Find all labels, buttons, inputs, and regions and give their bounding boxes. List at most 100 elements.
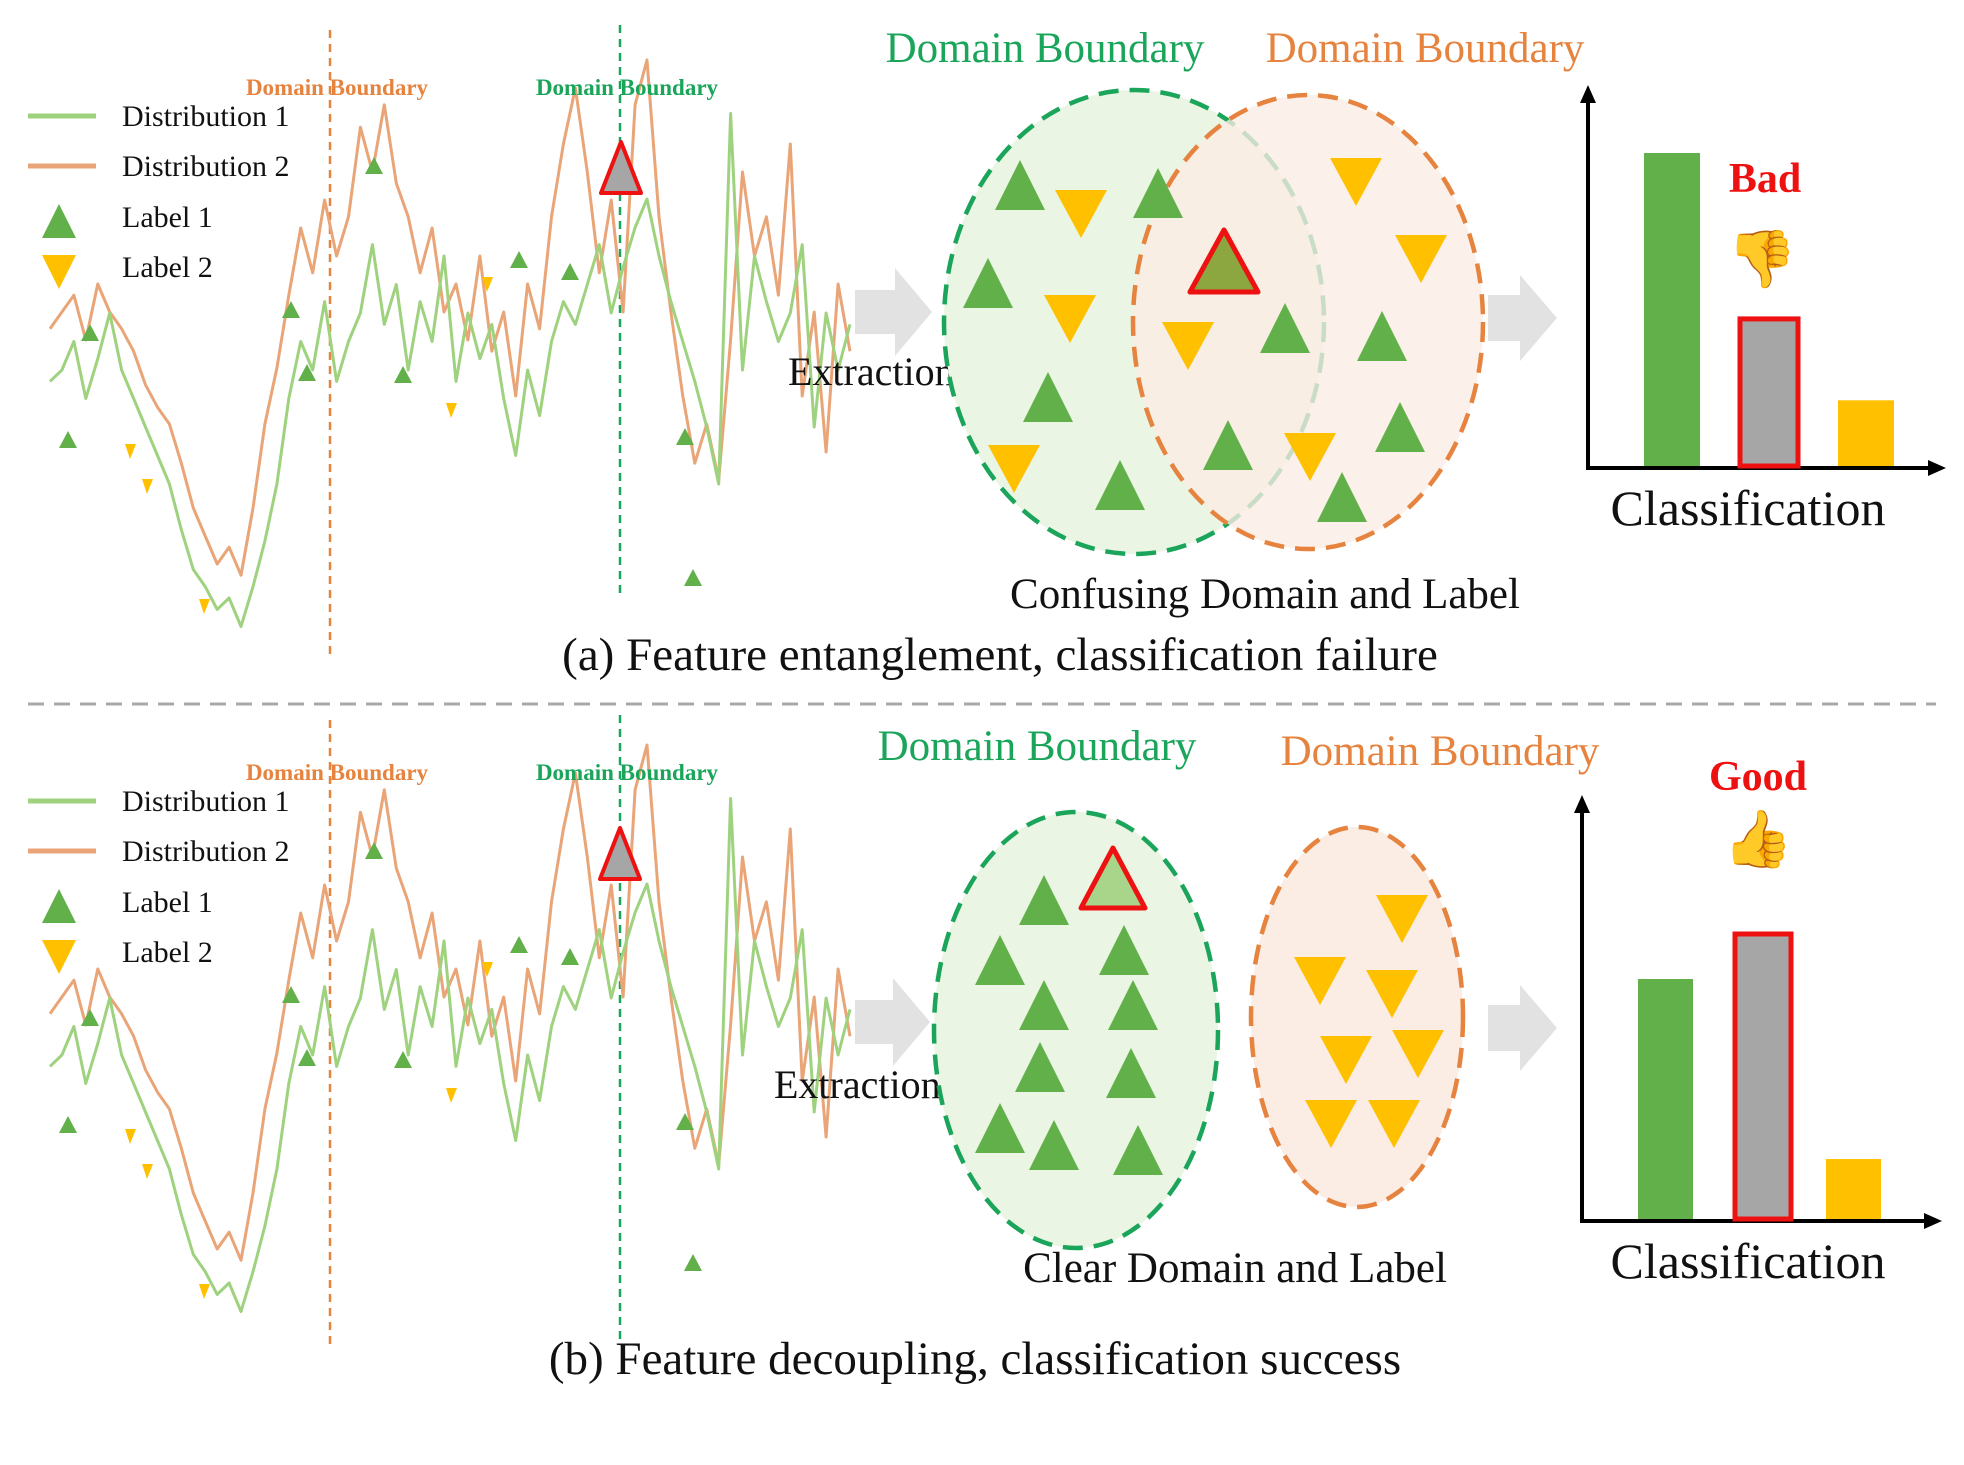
- panel-b-chart-y-axis-arrowhead: [1574, 795, 1590, 813]
- feature-point-label2: [1366, 970, 1418, 1018]
- panel-a-bar-yellow: [1838, 400, 1894, 466]
- feature-point-label1: [1108, 980, 1158, 1030]
- panel-b-label1-marker: [676, 1113, 694, 1130]
- panel-b-label2-marker: [199, 1284, 210, 1299]
- panel-a-extraction-arrow: [855, 268, 932, 356]
- feature-point-label2: [1320, 1036, 1372, 1084]
- feature-point-label1: [963, 258, 1013, 308]
- legend-label-2-label: Label 2: [122, 936, 213, 969]
- panel-a-label2-marker: [142, 479, 153, 494]
- feature-point-label1: [1317, 472, 1367, 522]
- feature-point-label1: [1019, 875, 1069, 925]
- panel-a-distribution-1-line: [48, 112, 852, 628]
- panel-b-classification-arrow: [1488, 985, 1557, 1071]
- legend-distribution-1-label: Distribution 1: [122, 100, 290, 133]
- panel-b-label1-marker: [298, 1049, 316, 1066]
- feature-point-label1: [1357, 311, 1407, 361]
- legend-label-1-marker: [42, 889, 76, 923]
- panel-b-extraction-arrow: [855, 978, 930, 1066]
- legend-distribution-2-label: Distribution 2: [122, 150, 290, 183]
- panel-a-label2-marker: [199, 599, 210, 614]
- panel-a-label1-marker: [510, 251, 528, 268]
- panel-a: Domain Boundary Domain Boundary Distribu…: [28, 25, 1946, 681]
- panel-b-highlighted-feature-triangle: [1078, 845, 1148, 911]
- panel-b-highlighted-sample-triangle: [598, 826, 642, 881]
- thumbs-up-icon: 👍: [1723, 807, 1793, 871]
- feature-point-label1: [995, 160, 1045, 210]
- feature-point-label2: [1055, 190, 1107, 238]
- feature-point-label1: [1015, 1042, 1065, 1092]
- panel-b-label1-marker: [510, 936, 528, 953]
- panel-b-series-boundary-label-orange: Domain Boundary: [246, 760, 429, 785]
- panel-b-feature-clusters: Domain Boundary Domain Boundary Clear Do…: [878, 723, 1600, 1292]
- legend-label-2-marker: [42, 255, 76, 289]
- panel-a-bar-green: [1644, 153, 1700, 466]
- panel-b-label1-marker: [394, 1051, 412, 1068]
- feature-point-label2: [1330, 158, 1382, 206]
- panel-a-label1-marker: [59, 431, 77, 448]
- panel-a-label2-marker: [446, 403, 457, 418]
- panel-b-green-domain-ellipse: [931, 809, 1221, 1251]
- feature-point-label1: [1095, 460, 1145, 510]
- legend-distribution-2-label: Distribution 2: [122, 835, 290, 868]
- feature-point-label1: [1375, 402, 1425, 452]
- feature-point-label2: [1368, 1100, 1420, 1148]
- feature-point-label1: [975, 935, 1025, 985]
- feature-point-label1: [975, 1103, 1025, 1153]
- panel-b: Domain Boundary Domain Boundary Distribu…: [28, 715, 1942, 1385]
- panel-a-caption: (a) Feature entanglement, classification…: [562, 629, 1438, 681]
- panel-b-label1-marker: [365, 842, 383, 859]
- panel-a-label1-marker: [365, 157, 383, 174]
- feature-point-label1: [1203, 420, 1253, 470]
- panel-a-verdict-label: Bad: [1729, 156, 1801, 202]
- feature-point-label1: [1023, 372, 1073, 422]
- panel-b-label2-marker: [142, 1164, 153, 1179]
- feature-point-label2: [1395, 235, 1447, 283]
- feature-point-label1: [1260, 303, 1310, 353]
- feature-point-label2: [1284, 433, 1336, 481]
- panel-b-label2-marker: [125, 1129, 136, 1144]
- panel-b-classification-chart: Good 👍 Classification: [1574, 754, 1942, 1289]
- panel-b-chart-x-label: Classification: [1611, 1233, 1886, 1289]
- feature-point-label1: [1099, 925, 1149, 975]
- thumbs-down-icon: 👎: [1727, 229, 1797, 291]
- feature-point-label2: [1392, 1030, 1444, 1078]
- panel-b-label2-marker: [482, 962, 493, 977]
- panel-a-cluster-label-orange: Domain Boundary: [1266, 25, 1585, 72]
- feature-point-label2: [1294, 957, 1346, 1005]
- panel-b-caption: (b) Feature decoupling, classification s…: [549, 1333, 1401, 1385]
- feature-point-label2: [1376, 895, 1428, 943]
- panel-a-chart-x-axis-arrowhead: [1928, 460, 1946, 476]
- feature-point-label2: [1044, 295, 1096, 343]
- feature-point-label1: [1019, 980, 1069, 1030]
- panel-a-chart-y-axis-arrowhead: [1580, 85, 1596, 103]
- panel-b-bar-green: [1638, 979, 1693, 1219]
- panel-a-cluster-label-green: Domain Boundary: [886, 25, 1205, 72]
- panel-b-label1-marker: [282, 986, 300, 1003]
- panel-a-classification-arrow: [1488, 275, 1557, 361]
- panel-a-extraction-label: Extraction: [788, 349, 955, 394]
- panel-a-label1-marker: [561, 263, 579, 280]
- panel-b-verdict-label: Good: [1709, 754, 1807, 800]
- feature-point-label1: [1106, 1048, 1156, 1098]
- panel-b-chart-x-axis-arrowhead: [1924, 1213, 1942, 1229]
- panel-a-cluster-caption: Confusing Domain and Label: [1010, 571, 1520, 618]
- panel-a-chart-x-label: Classification: [1611, 480, 1886, 536]
- panel-a-time-series: Domain Boundary Domain Boundary: [48, 25, 852, 660]
- panel-b-legend: Distribution 1 Distribution 2 Label 1 La…: [28, 785, 290, 974]
- legend-label-1-label: Label 1: [122, 201, 213, 234]
- panel-a-label1-marker: [394, 366, 412, 383]
- panel-a-label1-marker: [676, 428, 694, 445]
- feature-point-label1: [1113, 1125, 1163, 1175]
- panel-a-highlighted-feature-triangle: [1187, 227, 1261, 295]
- legend-distribution-1-label: Distribution 1: [122, 785, 290, 818]
- panel-b-cluster-label-green: Domain Boundary: [878, 723, 1197, 770]
- panel-b-distribution-1-line: [48, 797, 852, 1313]
- feature-point-label1: [1133, 168, 1183, 218]
- panel-a-bar-gray: [1737, 316, 1801, 469]
- panel-a-feature-clusters: Domain Boundary Domain Boundary Confusin…: [886, 25, 1585, 618]
- feature-point-label2: [988, 445, 1040, 493]
- panel-a-label2-marker: [482, 277, 493, 292]
